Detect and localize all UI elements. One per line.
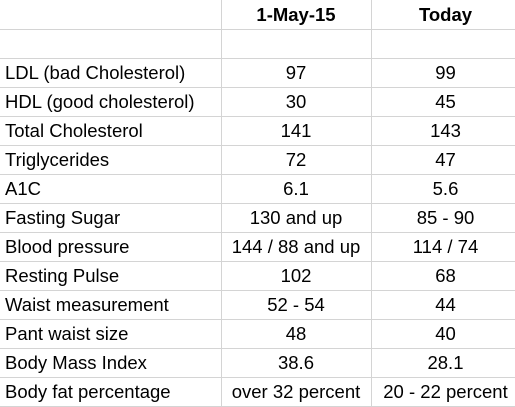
value-cell-today[interactable]: 143 [370, 116, 515, 146]
header-cell-today[interactable]: Today [370, 0, 515, 30]
metric-label-cell[interactable]: HDL (good cholesterol) [0, 87, 222, 117]
table-row: Body Mass Index 38.6 28.1 [0, 348, 515, 378]
metric-label-cell[interactable]: Fasting Sugar [0, 203, 222, 233]
value-cell-date[interactable]: over 32 percent [220, 377, 372, 407]
metric-label-cell[interactable]: Resting Pulse [0, 261, 222, 291]
value-cell-date[interactable]: 30 [220, 87, 372, 117]
header-cell-date[interactable]: 1-May-15 [220, 0, 372, 30]
table-row: A1C 6.1 5.6 [0, 174, 515, 204]
value-cell-today[interactable]: 5.6 [370, 174, 515, 204]
metric-label-cell[interactable]: Pant waist size [0, 319, 222, 349]
metric-label-cell[interactable]: Body fat percentage [0, 377, 222, 407]
table-row: Blood pressure 144 / 88 and up 114 / 74 [0, 232, 515, 262]
table-row: Pant waist size 48 40 [0, 319, 515, 349]
value-cell-date[interactable]: 48 [220, 319, 372, 349]
value-cell-date[interactable]: 144 / 88 and up [220, 232, 372, 262]
value-cell-today[interactable]: 99 [370, 58, 515, 88]
metric-label-cell[interactable]: Total Cholesterol [0, 116, 222, 146]
blank-cell[interactable] [220, 29, 372, 59]
value-cell-today[interactable]: 47 [370, 145, 515, 175]
value-cell-date[interactable]: 102 [220, 261, 372, 291]
table-row: Total Cholesterol 141 143 [0, 116, 515, 146]
header-row: 1-May-15 Today [0, 0, 515, 30]
value-cell-date[interactable]: 141 [220, 116, 372, 146]
value-cell-today[interactable]: 44 [370, 290, 515, 320]
table-row: Triglycerides 72 47 [0, 145, 515, 175]
value-cell-date[interactable]: 52 - 54 [220, 290, 372, 320]
metric-label-cell[interactable]: LDL (bad Cholesterol) [0, 58, 222, 88]
table-row: LDL (bad Cholesterol) 97 99 [0, 58, 515, 88]
value-cell-date[interactable]: 6.1 [220, 174, 372, 204]
value-cell-today[interactable]: 85 - 90 [370, 203, 515, 233]
metric-label-cell[interactable]: Waist measurement [0, 290, 222, 320]
blank-cell[interactable] [370, 29, 515, 59]
value-cell-date[interactable]: 97 [220, 58, 372, 88]
table-row: Fasting Sugar 130 and up 85 - 90 [0, 203, 515, 233]
value-cell-today[interactable]: 28.1 [370, 348, 515, 378]
value-cell-today[interactable]: 20 - 22 percent [370, 377, 515, 407]
value-cell-today[interactable]: 114 / 74 [370, 232, 515, 262]
value-cell-today[interactable]: 45 [370, 87, 515, 117]
value-cell-date[interactable]: 38.6 [220, 348, 372, 378]
value-cell-today[interactable]: 40 [370, 319, 515, 349]
metric-label-cell[interactable]: A1C [0, 174, 222, 204]
blank-cell[interactable] [0, 29, 222, 59]
table-row: Waist measurement 52 - 54 44 [0, 290, 515, 320]
header-cell-label[interactable] [0, 0, 222, 30]
table-row: Resting Pulse 102 68 [0, 261, 515, 291]
value-cell-date[interactable]: 72 [220, 145, 372, 175]
value-cell-date[interactable]: 130 and up [220, 203, 372, 233]
blank-row [0, 29, 515, 59]
table-row: HDL (good cholesterol) 30 45 [0, 87, 515, 117]
metric-label-cell[interactable]: Blood pressure [0, 232, 222, 262]
metric-label-cell[interactable]: Body Mass Index [0, 348, 222, 378]
value-cell-today[interactable]: 68 [370, 261, 515, 291]
table-row: Body fat percentage over 32 percent 20 -… [0, 377, 515, 407]
metric-label-cell[interactable]: Triglycerides [0, 145, 222, 175]
